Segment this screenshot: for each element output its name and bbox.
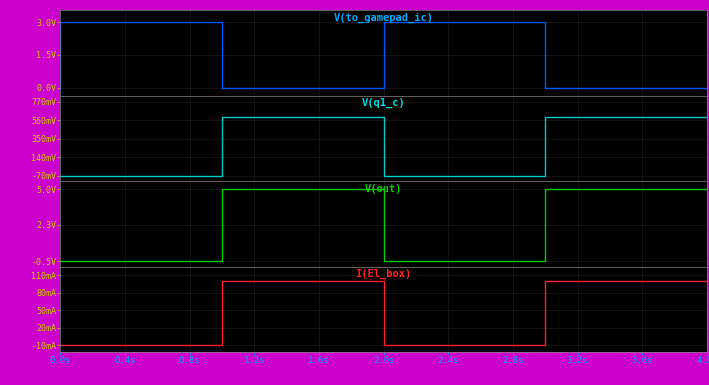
Text: V(to_gamepad_ic): V(to_gamepad_ic) xyxy=(333,13,434,23)
Text: I(El_box): I(El_box) xyxy=(355,269,412,280)
Text: V(q1_c): V(q1_c) xyxy=(362,98,406,108)
Text: V(out): V(out) xyxy=(365,184,402,194)
